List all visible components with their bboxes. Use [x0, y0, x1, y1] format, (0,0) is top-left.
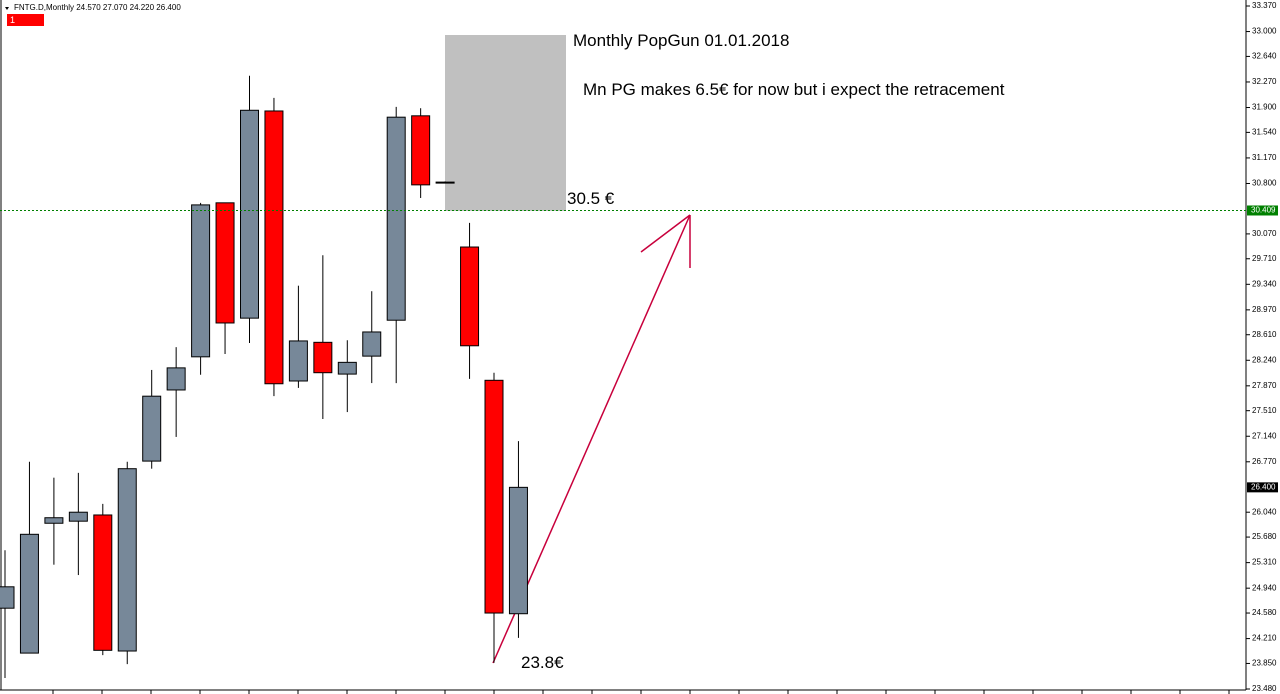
y-tick-label: 24.580	[1252, 608, 1277, 617]
y-tick-label: 29.710	[1252, 254, 1277, 263]
y-tick-label: 24.210	[1252, 634, 1277, 643]
arrow-head	[640, 214, 691, 253]
y-tick-label: 26.040	[1252, 507, 1277, 516]
y-tick-label: 30.800	[1252, 179, 1277, 188]
y-tick-label: 28.240	[1252, 355, 1277, 364]
candle-body	[93, 514, 113, 651]
annotation: 23.8€	[521, 653, 564, 672]
indicator-label: 1	[10, 15, 15, 25]
y-tick-label: 30.070	[1252, 229, 1277, 238]
candle-body	[411, 115, 431, 186]
y-tick-label: 24.940	[1252, 583, 1277, 592]
candle-body	[0, 586, 15, 609]
candle-body	[484, 379, 504, 614]
y-tick-label: 28.970	[1252, 305, 1277, 314]
y-tick-label: 31.540	[1252, 127, 1277, 136]
candle-body	[117, 468, 137, 652]
candle-body	[435, 181, 455, 184]
chart-header: FNTG.D,Monthly 24.570 27.070 24.220 26.4…	[14, 3, 181, 12]
price-label-box	[1247, 482, 1278, 493]
annotation: 30.5 €	[567, 189, 615, 208]
y-tick-label: 33.000	[1252, 27, 1277, 36]
y-tick-label: 33.370	[1252, 1, 1277, 10]
candle-body	[166, 367, 186, 391]
y-tick-label: 27.870	[1252, 381, 1277, 390]
y-tick-label: 31.900	[1252, 103, 1277, 112]
candle-body	[68, 511, 88, 522]
candle-body	[240, 109, 259, 319]
y-tick-label: 27.140	[1252, 431, 1277, 440]
candle-body	[215, 202, 235, 324]
candle-body	[44, 517, 64, 524]
y-tick-label: 32.270	[1252, 77, 1277, 86]
y-tick-label: 23.850	[1252, 659, 1277, 668]
y-tick-label: 31.170	[1252, 153, 1277, 162]
candle-body	[288, 340, 308, 382]
y-tick-label: 25.310	[1252, 558, 1277, 567]
y-tick-label: 26.770	[1252, 457, 1277, 466]
candle-body	[191, 204, 211, 358]
price-label: 30.409	[1251, 206, 1276, 215]
popgun-zone	[445, 35, 566, 211]
y-tick-label: 23.480	[1252, 684, 1277, 693]
annotation: Monthly PopGun 01.01.2018	[573, 31, 789, 50]
y-tick-label: 28.610	[1252, 330, 1277, 339]
price-label-box	[1247, 205, 1278, 216]
candle-body	[142, 395, 162, 462]
candle-body	[362, 331, 382, 357]
y-tick-label: 32.640	[1252, 52, 1277, 61]
y-tick-label: 27.510	[1252, 406, 1277, 415]
header-arrow	[5, 7, 9, 10]
y-tick-label: 25.680	[1252, 532, 1277, 541]
candle-body	[386, 116, 406, 321]
candle-body	[264, 110, 284, 385]
price-label: 26.400	[1251, 482, 1276, 491]
candle-body	[19, 533, 39, 654]
candle-body	[508, 486, 528, 615]
y-tick-label: 29.340	[1252, 279, 1277, 288]
indicator-box	[7, 14, 44, 26]
candle-body	[337, 361, 357, 375]
candle-body	[313, 341, 333, 374]
annotation: Mn PG makes 6.5€ for now but i expect th…	[583, 80, 1005, 99]
candle-body	[460, 246, 480, 347]
